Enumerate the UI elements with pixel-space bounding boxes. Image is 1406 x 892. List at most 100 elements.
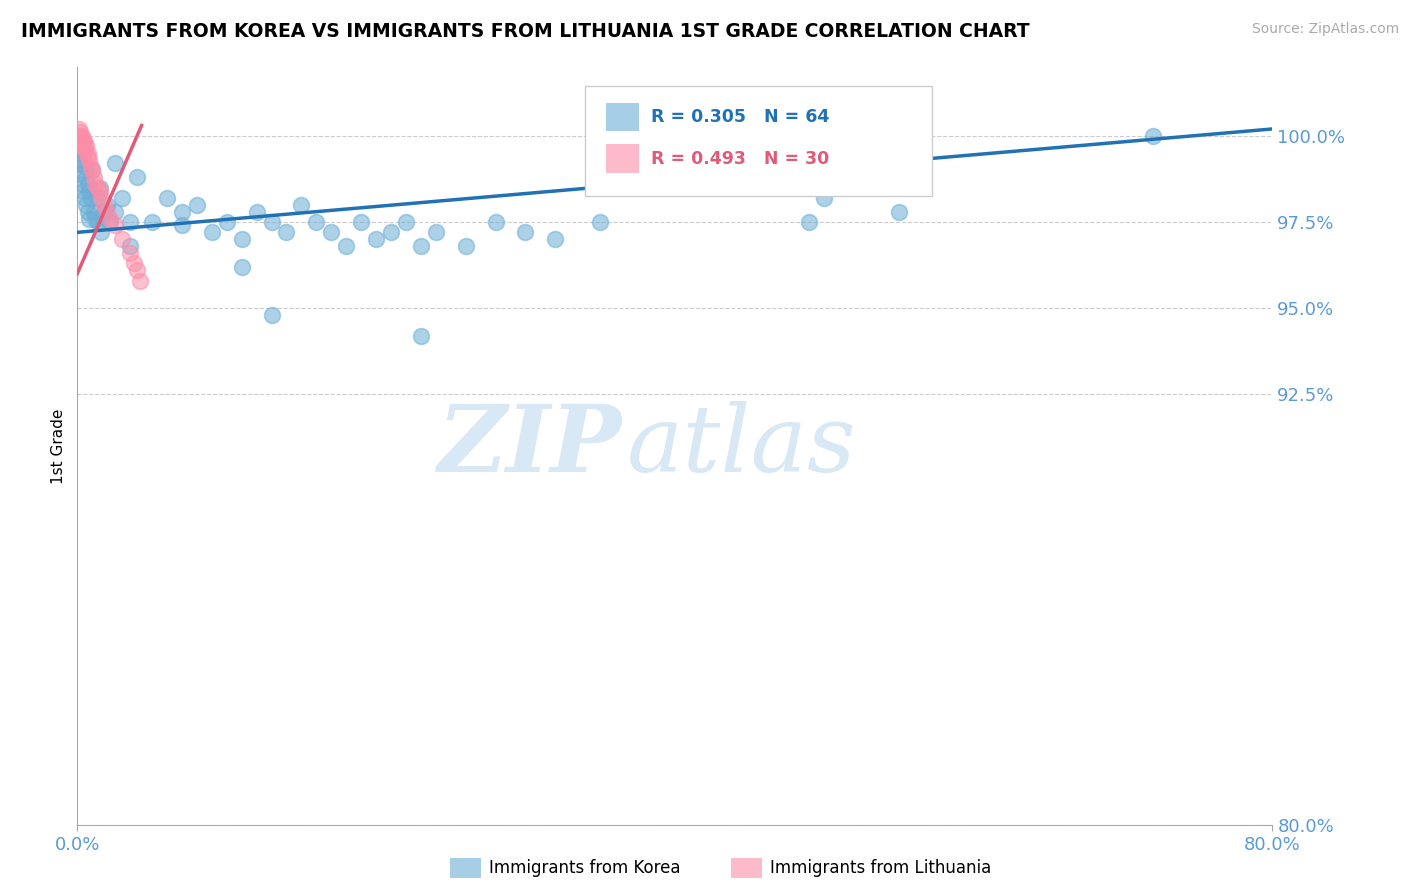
Point xyxy=(76,146,98,161)
Point xyxy=(75,170,97,185)
Point xyxy=(122,256,145,270)
Point xyxy=(1142,128,1164,143)
Point xyxy=(82,163,104,178)
Point xyxy=(72,132,94,146)
Point xyxy=(201,225,224,239)
Point xyxy=(127,170,149,185)
Point xyxy=(129,274,152,288)
Point xyxy=(395,215,418,229)
Point xyxy=(76,149,98,163)
Point xyxy=(70,136,93,150)
Point xyxy=(80,160,103,174)
Point xyxy=(73,160,96,174)
Point xyxy=(118,239,141,253)
Point xyxy=(515,225,537,239)
Point xyxy=(186,198,208,212)
Point xyxy=(104,219,127,233)
Point xyxy=(73,136,96,150)
Point xyxy=(89,184,111,198)
Point xyxy=(70,128,93,143)
Point xyxy=(799,215,821,229)
Point xyxy=(73,191,96,205)
Text: atlas: atlas xyxy=(627,401,856,491)
Point xyxy=(305,215,328,229)
Point xyxy=(69,125,91,139)
Point xyxy=(260,308,283,322)
Point xyxy=(79,211,101,226)
Point xyxy=(350,215,373,229)
Text: R = 0.493   N = 30: R = 0.493 N = 30 xyxy=(651,151,830,169)
Point xyxy=(215,215,238,229)
Point xyxy=(87,215,110,229)
Point xyxy=(69,146,91,161)
Point xyxy=(75,198,97,212)
Point xyxy=(887,204,910,219)
Point xyxy=(70,177,93,191)
Point xyxy=(89,180,111,194)
Point xyxy=(409,328,432,343)
Point xyxy=(79,153,101,167)
Point xyxy=(170,219,193,233)
Point xyxy=(141,215,163,229)
Point xyxy=(76,204,98,219)
Point xyxy=(93,204,115,219)
Point xyxy=(335,239,357,253)
Point xyxy=(84,177,107,191)
Bar xyxy=(606,145,640,173)
Point xyxy=(111,191,134,205)
Point xyxy=(84,211,107,226)
Point xyxy=(118,246,141,260)
Point xyxy=(104,156,127,170)
FancyBboxPatch shape xyxy=(585,86,932,196)
Point xyxy=(118,215,141,229)
Point xyxy=(104,204,127,219)
Point xyxy=(67,128,90,143)
Text: Immigrants from Korea: Immigrants from Korea xyxy=(489,859,681,877)
Point xyxy=(127,263,149,277)
Point xyxy=(67,122,90,136)
Point xyxy=(76,177,98,191)
Bar xyxy=(606,103,640,131)
Point xyxy=(111,232,134,246)
Point xyxy=(170,204,193,219)
Text: Immigrants from Lithuania: Immigrants from Lithuania xyxy=(770,859,991,877)
Point xyxy=(246,204,269,219)
Text: IMMIGRANTS FROM KOREA VS IMMIGRANTS FROM LITHUANIA 1ST GRADE CORRELATION CHART: IMMIGRANTS FROM KOREA VS IMMIGRANTS FROM… xyxy=(21,22,1029,41)
Point xyxy=(813,191,835,205)
Point xyxy=(75,139,97,153)
Point xyxy=(380,225,402,239)
Point xyxy=(72,139,94,153)
Point xyxy=(544,232,567,246)
Point xyxy=(79,184,101,198)
Text: Source: ZipAtlas.com: Source: ZipAtlas.com xyxy=(1251,22,1399,37)
Text: ZIP: ZIP xyxy=(437,401,621,491)
Point xyxy=(231,260,253,274)
Point xyxy=(276,225,298,239)
Point xyxy=(366,232,388,246)
Point xyxy=(80,191,103,205)
Point xyxy=(96,204,118,219)
Y-axis label: 1st Grade: 1st Grade xyxy=(51,409,66,483)
Point xyxy=(83,170,105,185)
Point xyxy=(72,153,94,167)
Point xyxy=(72,184,94,198)
Point xyxy=(425,225,447,239)
Point xyxy=(290,198,312,212)
Point xyxy=(67,156,90,170)
Point xyxy=(93,198,115,212)
Point xyxy=(69,132,91,146)
Point xyxy=(96,198,118,212)
Point xyxy=(86,191,108,205)
Point xyxy=(90,191,112,205)
Point xyxy=(73,143,96,157)
Point xyxy=(260,215,283,229)
Point xyxy=(231,232,253,246)
Point xyxy=(98,211,121,226)
Point xyxy=(70,139,93,153)
Point xyxy=(83,204,105,219)
Point xyxy=(69,167,91,181)
Point xyxy=(409,239,432,253)
Point xyxy=(454,239,477,253)
Point xyxy=(90,225,112,239)
Point xyxy=(98,215,121,229)
